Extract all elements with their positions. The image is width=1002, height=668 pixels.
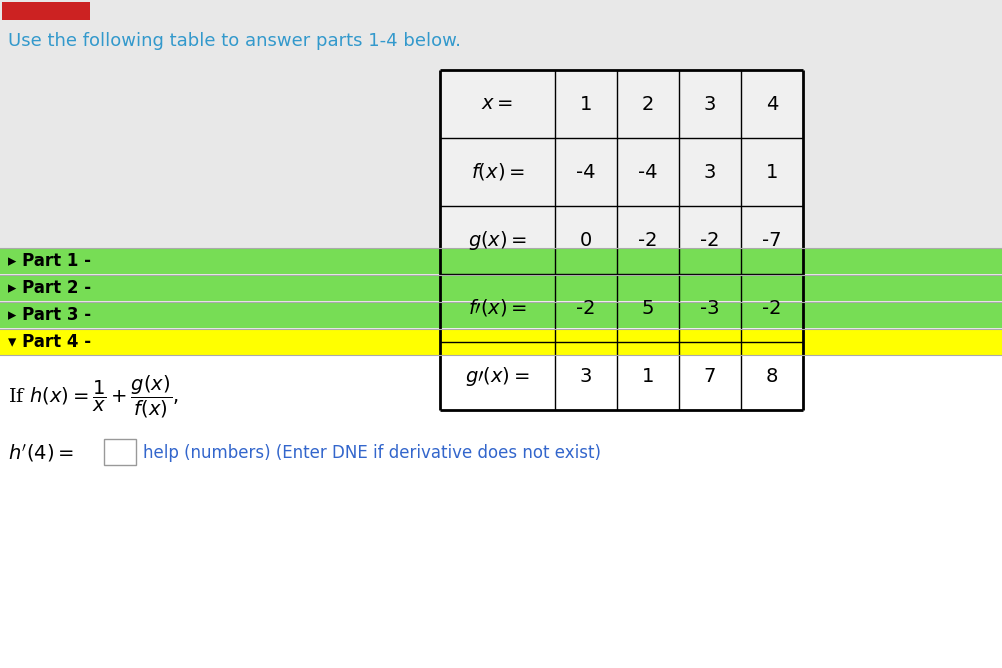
Text: Use the following table to answer parts 1-4 below.: Use the following table to answer parts …	[8, 32, 461, 50]
Text: $g\prime(x) =$: $g\prime(x) =$	[465, 365, 530, 387]
Text: help (numbers) (Enter DNE if derivative does not exist): help (numbers) (Enter DNE if derivative …	[143, 444, 601, 462]
Text: $f\prime(x) =$: $f\prime(x) =$	[468, 297, 527, 319]
FancyBboxPatch shape	[104, 439, 136, 465]
Text: -2: -2	[638, 230, 657, 250]
Text: 4: 4	[766, 94, 779, 114]
FancyBboxPatch shape	[0, 302, 1002, 328]
Text: -2: -2	[700, 230, 719, 250]
FancyBboxPatch shape	[440, 70, 803, 410]
Text: 3: 3	[580, 367, 592, 385]
FancyBboxPatch shape	[0, 275, 1002, 301]
Text: -7: -7	[763, 230, 782, 250]
Text: 3: 3	[703, 162, 716, 182]
Text: ▸ Part 3 -: ▸ Part 3 -	[8, 306, 91, 324]
FancyBboxPatch shape	[0, 329, 1002, 355]
Text: ▸ Part 2 -: ▸ Part 2 -	[8, 279, 91, 297]
Text: 0: 0	[580, 230, 592, 250]
Text: 8: 8	[766, 367, 779, 385]
Text: ▸ Part 1 -: ▸ Part 1 -	[8, 252, 91, 270]
Text: -4: -4	[576, 162, 596, 182]
Text: $f(x) =$: $f(x) =$	[471, 162, 524, 182]
Text: ▾ Part 4 -: ▾ Part 4 -	[8, 333, 91, 351]
FancyBboxPatch shape	[2, 2, 90, 20]
Text: 1: 1	[766, 162, 779, 182]
Text: 1: 1	[580, 94, 592, 114]
Text: 2: 2	[642, 94, 654, 114]
Text: 7: 7	[703, 367, 716, 385]
Text: -4: -4	[638, 162, 657, 182]
Text: 3: 3	[703, 94, 716, 114]
Text: -2: -2	[763, 299, 782, 317]
Text: -2: -2	[576, 299, 596, 317]
Text: 1: 1	[642, 367, 654, 385]
Text: $g(x) =$: $g(x) =$	[468, 228, 527, 251]
Text: If $h(x) = \dfrac{1}{x} + \dfrac{g(x)}{f(x)},$: If $h(x) = \dfrac{1}{x} + \dfrac{g(x)}{f…	[8, 374, 178, 420]
Text: -3: -3	[700, 299, 719, 317]
FancyBboxPatch shape	[0, 356, 1002, 668]
Text: $x =$: $x =$	[481, 95, 514, 113]
FancyBboxPatch shape	[0, 248, 1002, 274]
Text: $h'(4) =$: $h'(4) =$	[8, 442, 74, 464]
Text: 5: 5	[641, 299, 654, 317]
